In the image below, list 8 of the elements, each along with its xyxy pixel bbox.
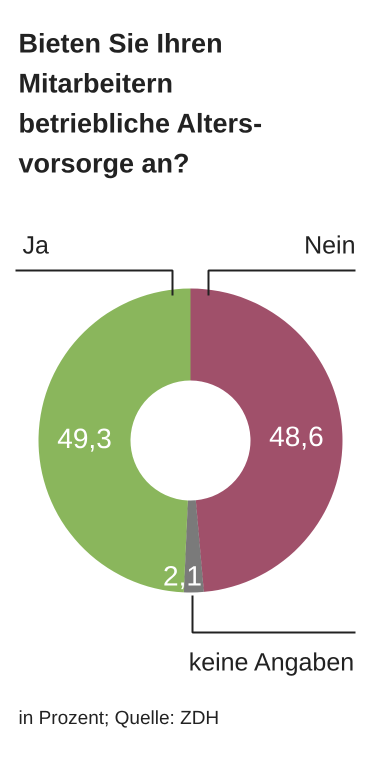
data-label: 2,1 xyxy=(163,560,202,592)
data-label: 48,6 xyxy=(269,420,324,452)
data-label: 49,3 xyxy=(57,423,112,454)
chart-title: Bieten Sie Ihren Mitarbeitern betriebliche Alters- vorsorge an? xyxy=(18,28,262,178)
slice-label: Nein xyxy=(304,232,356,260)
slice-label: keine Angaben xyxy=(188,648,354,676)
slice-label: Ja xyxy=(22,232,49,260)
text: in Prozent; Quelle: ZDH xyxy=(18,708,220,729)
